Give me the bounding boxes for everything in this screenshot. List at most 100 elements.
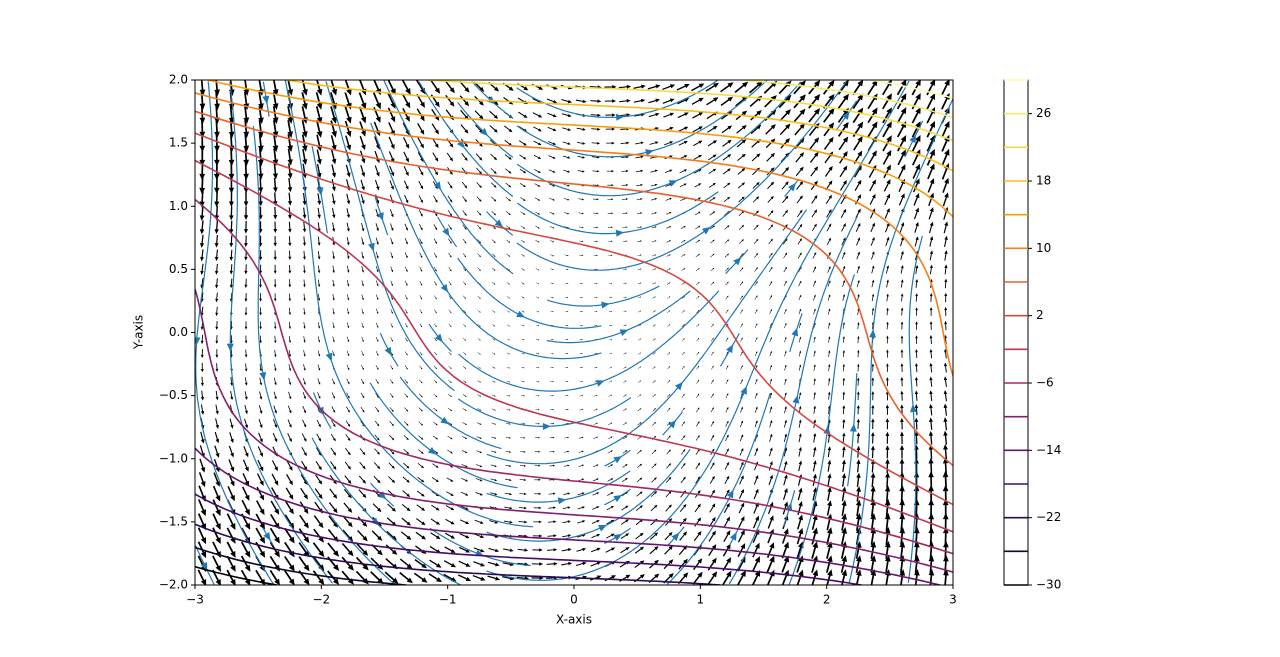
quiver-arrow xyxy=(258,405,263,414)
quiver-arrow xyxy=(258,120,264,139)
quiver-arrow xyxy=(315,474,323,485)
quiver-arrow xyxy=(695,253,700,258)
quiver-arrow xyxy=(535,310,540,313)
quiver-arrow xyxy=(768,238,773,245)
quiver-arrow xyxy=(521,324,525,327)
quiver-arrow xyxy=(764,95,777,108)
quiver-arrow xyxy=(943,376,948,387)
quiver-arrow xyxy=(591,520,600,524)
quiver-arrow xyxy=(739,434,744,442)
quiver-arrow xyxy=(459,533,470,539)
streamline xyxy=(728,215,859,585)
stream-arrow xyxy=(433,181,441,191)
quiver-arrow xyxy=(506,366,511,369)
quiver-arrow xyxy=(388,151,395,163)
quiver-arrow xyxy=(405,323,408,328)
quiver-arrow xyxy=(579,254,584,257)
quiver-arrow xyxy=(476,464,483,468)
quiver-arrow xyxy=(270,500,280,515)
quiver-arrow xyxy=(710,420,715,427)
quiver-arrow xyxy=(751,556,760,573)
quiver-arrow xyxy=(842,405,846,415)
quiver-arrow xyxy=(577,156,586,159)
quiver-arrow xyxy=(667,296,671,299)
quiver-arrow xyxy=(285,500,294,515)
quiver-arrow xyxy=(884,193,891,206)
quiver-arrow xyxy=(243,191,249,207)
quiver-arrow xyxy=(215,418,219,429)
quiver-arrow xyxy=(534,197,541,201)
quiver-arrow xyxy=(476,167,483,175)
quiver-arrow xyxy=(782,209,789,217)
stream-arrow xyxy=(613,494,623,503)
quiver-arrow xyxy=(228,445,234,458)
quiver-arrow xyxy=(477,408,482,411)
quiver-arrow xyxy=(562,141,571,145)
quiver-arrow xyxy=(941,148,950,166)
quiver-arrow xyxy=(460,124,469,134)
quiver-arrow xyxy=(533,126,542,132)
quiver-arrow xyxy=(915,264,919,274)
quiver-arrow xyxy=(243,106,250,125)
quiver-arrow xyxy=(608,436,613,440)
quiver-arrow xyxy=(214,220,219,235)
quiver-arrow xyxy=(299,501,309,514)
quiver-arrow xyxy=(519,492,527,496)
quiver-arrow xyxy=(199,458,206,473)
quiver-arrow xyxy=(828,364,831,372)
stream-arrow xyxy=(200,561,208,571)
axes-frame xyxy=(194,79,954,586)
quiver-arrow xyxy=(505,464,512,467)
quiver-arrow xyxy=(473,81,485,93)
quiver-arrow xyxy=(886,307,889,316)
quiver-arrow xyxy=(273,206,278,220)
quiver-arrow xyxy=(734,81,749,93)
quiver-arrow xyxy=(765,138,776,149)
quiver-arrow xyxy=(856,418,860,429)
quiver-arrow xyxy=(346,406,350,413)
quiver-arrow xyxy=(855,569,862,585)
quiver-arrow xyxy=(243,221,248,234)
quiver-arrow xyxy=(385,557,398,570)
quiver-arrow xyxy=(942,512,949,531)
quiver-arrow xyxy=(388,122,395,136)
quiver-arrow xyxy=(578,198,585,201)
quiver-arrow xyxy=(532,112,543,118)
contour-line xyxy=(195,92,953,377)
quiver-arrow xyxy=(941,80,950,96)
quiver-arrow xyxy=(943,417,948,431)
quiver-arrow xyxy=(912,163,920,179)
quiver-arrow xyxy=(564,268,569,271)
quiver-arrow xyxy=(343,502,353,513)
quiver-arrow xyxy=(346,378,350,385)
quiver-arrow xyxy=(475,153,483,161)
quiver-arrow xyxy=(506,422,511,425)
quiver-arrow xyxy=(433,407,438,412)
quiver-arrow xyxy=(303,250,306,260)
quiver-arrow xyxy=(608,324,613,327)
quiver-arrow xyxy=(429,545,442,554)
y-tick-label: 2.0 xyxy=(169,73,188,87)
quiver-arrow xyxy=(520,225,526,229)
quiver-arrow xyxy=(647,84,661,90)
quiver-arrow xyxy=(915,349,918,359)
x-tick-label: 3 xyxy=(949,593,957,607)
quiver-arrow xyxy=(779,109,791,122)
quiver-arrow xyxy=(578,212,584,215)
quiver-arrow xyxy=(287,192,293,206)
quiver-arrow xyxy=(871,377,875,386)
quiver-arrow xyxy=(607,212,614,215)
quiver-arrow xyxy=(332,322,335,329)
quiver-arrow xyxy=(739,447,744,456)
quiver-arrow xyxy=(432,463,439,468)
quiver-arrow xyxy=(375,379,379,385)
quiver-arrow xyxy=(477,224,482,230)
quiver-arrow xyxy=(797,223,803,231)
quiver-arrow xyxy=(691,83,705,92)
quiver-arrow xyxy=(506,253,511,257)
quiver-arrow xyxy=(749,81,763,94)
quiver-arrow xyxy=(316,419,321,428)
quiver-arrow xyxy=(913,192,920,206)
quiver-arrow xyxy=(404,194,409,204)
quiver-arrow xyxy=(244,404,248,415)
